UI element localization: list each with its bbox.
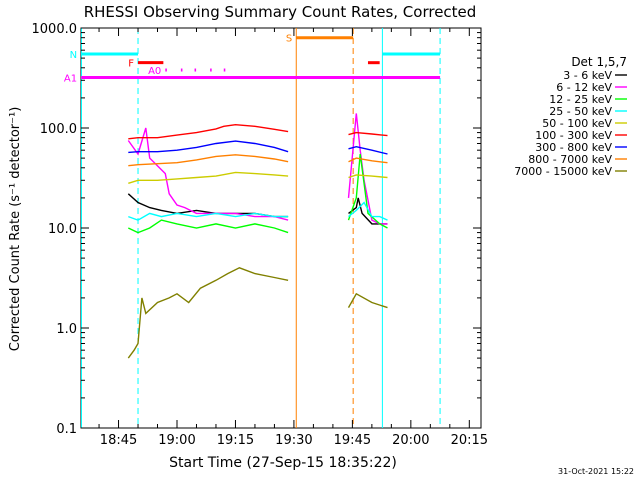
legend-label: 50 - 100 keV: [542, 117, 612, 130]
y-tick-label: 0.1: [56, 422, 77, 437]
series-line: [347, 153, 388, 229]
y-tick-label: 1.0: [56, 322, 77, 337]
legend-label: 25 - 50 keV: [549, 105, 612, 118]
series-line: [128, 154, 289, 167]
series-line: [127, 127, 289, 221]
legend-title: Det 1,5,7: [571, 55, 627, 69]
x-tick-label: 18:45: [100, 433, 137, 448]
x-axis-label: Start Time (27-Sep-15 18:35:22): [169, 455, 397, 471]
legend-label: 6 - 12 keV: [556, 81, 612, 94]
series-line: [348, 157, 388, 164]
series-line: [348, 145, 388, 155]
legend-label: 800 - 7000 keV: [528, 153, 612, 166]
x-tick-label: 20:15: [451, 433, 488, 448]
x-tick-label: 19:15: [217, 433, 254, 448]
series-line: [348, 201, 388, 221]
series-line: [128, 140, 289, 154]
y-tick-label: 100.0: [40, 122, 77, 137]
flag-label: A1: [64, 73, 77, 84]
y-axis: 0.1 1.0 10.0 100.0 1000.0: [32, 22, 481, 437]
legend-label: 12 - 25 keV: [549, 93, 612, 106]
series-line: [127, 267, 289, 359]
x-tick-label: 19:00: [158, 433, 195, 448]
series-line: [348, 174, 388, 179]
flag-label: S: [286, 34, 292, 45]
plot-frame: [80, 27, 482, 429]
flag-label: A0: [148, 66, 161, 77]
y-tick-label: 10.0: [48, 222, 77, 237]
legend-label: 7000 - 15000 keV: [514, 165, 612, 178]
flag-label: N: [70, 50, 77, 61]
series-line: [348, 131, 388, 137]
series-line: [347, 113, 388, 225]
chart-title: RHESSI Observing Summary Count Rates, Co…: [84, 3, 477, 21]
x-tick-label: 19:30: [275, 433, 312, 448]
flag-label: F: [128, 59, 134, 70]
footer-date: 31-Oct-2021 15:22: [558, 467, 634, 476]
series-line: [128, 219, 289, 234]
series-line: [128, 171, 289, 184]
series-line: [128, 212, 289, 221]
legend-label: 100 - 300 keV: [535, 129, 612, 142]
legend-label: 300 - 800 keV: [535, 141, 612, 154]
x-tick-label: 19:45: [334, 433, 371, 448]
series-line: [347, 292, 388, 309]
x-axis: 18:45 19:00 19:15 19:30 19:45 20:00 20:15: [98, 28, 488, 448]
legend-label: 3 - 6 keV: [563, 69, 612, 82]
series-line: [128, 123, 289, 140]
y-axis-label: Corrected Count Rate (s⁻¹ detector⁻¹): [8, 107, 23, 352]
x-tick-label: 20:00: [392, 433, 429, 448]
y-tick-label: 1000.0: [32, 22, 78, 37]
